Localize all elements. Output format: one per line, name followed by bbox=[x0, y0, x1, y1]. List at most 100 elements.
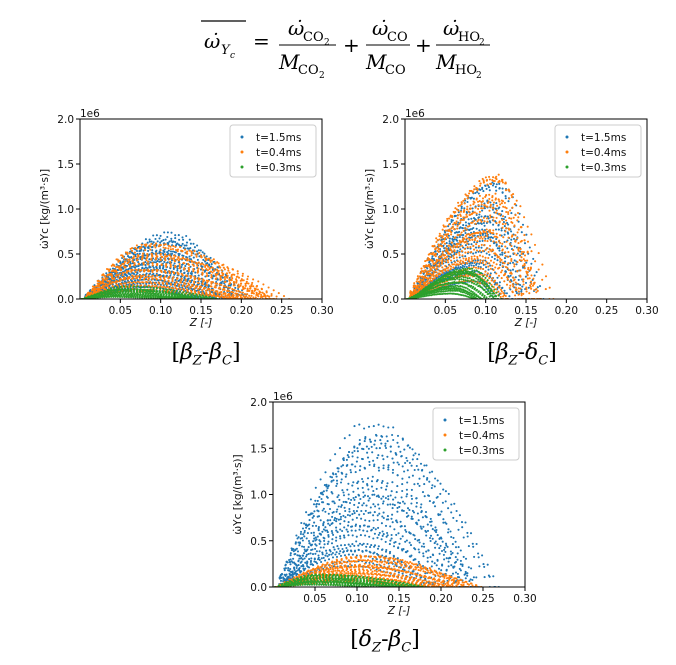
data-point bbox=[114, 288, 117, 291]
data-point bbox=[172, 264, 175, 267]
data-point bbox=[503, 233, 506, 236]
data-point bbox=[477, 207, 480, 210]
data-point bbox=[525, 286, 528, 289]
data-point bbox=[499, 203, 502, 206]
data-point bbox=[471, 262, 474, 265]
data-point bbox=[516, 261, 519, 264]
data-point bbox=[208, 267, 211, 271]
data-point bbox=[251, 290, 254, 293]
data-point bbox=[163, 231, 166, 234]
data-point bbox=[495, 241, 498, 244]
data-point bbox=[146, 291, 149, 294]
data-point bbox=[203, 254, 206, 257]
data-point bbox=[103, 288, 107, 291]
data-point bbox=[166, 231, 169, 234]
data-point bbox=[520, 231, 523, 234]
data-point bbox=[451, 263, 454, 266]
data-point bbox=[457, 266, 460, 269]
data-point bbox=[452, 223, 455, 226]
legend-label: t=1.5ms bbox=[256, 132, 301, 144]
data-point bbox=[440, 238, 443, 241]
data-point bbox=[486, 183, 489, 186]
data-point bbox=[205, 279, 209, 282]
data-point bbox=[450, 286, 453, 290]
data-point bbox=[434, 255, 437, 258]
data-point bbox=[484, 184, 487, 187]
data-point bbox=[426, 256, 430, 260]
data-point bbox=[173, 284, 176, 287]
data-point bbox=[498, 200, 501, 203]
data-point bbox=[485, 252, 488, 255]
data-point bbox=[497, 224, 500, 227]
data-point bbox=[186, 272, 190, 275]
data-point bbox=[110, 282, 113, 285]
data-point bbox=[525, 261, 528, 264]
data-point bbox=[474, 246, 478, 249]
data-point bbox=[464, 244, 467, 247]
data-point bbox=[230, 290, 234, 294]
data-point bbox=[500, 288, 503, 291]
data-point bbox=[96, 287, 100, 290]
data-point bbox=[519, 205, 522, 208]
data-point bbox=[176, 277, 179, 280]
data-point bbox=[136, 272, 139, 275]
data-point bbox=[518, 259, 521, 262]
data-point bbox=[465, 210, 468, 214]
data-point bbox=[123, 262, 126, 265]
data-point bbox=[440, 270, 443, 273]
data-point bbox=[86, 293, 89, 296]
data-point bbox=[201, 278, 204, 281]
data-point bbox=[499, 253, 502, 256]
data-point bbox=[170, 259, 174, 262]
data-point bbox=[133, 258, 136, 261]
data-point bbox=[496, 283, 499, 286]
data-point bbox=[256, 288, 259, 291]
data-point bbox=[150, 282, 153, 285]
data-point bbox=[158, 244, 161, 247]
data-point bbox=[171, 257, 174, 260]
plus-2: + bbox=[415, 33, 432, 57]
data-point bbox=[435, 263, 438, 267]
data-point bbox=[135, 265, 138, 268]
data-point bbox=[214, 274, 217, 277]
data-point bbox=[537, 268, 540, 271]
data-point bbox=[147, 284, 150, 287]
data-point bbox=[469, 228, 472, 231]
data-point bbox=[156, 240, 159, 243]
data-point bbox=[510, 244, 513, 248]
data-point bbox=[471, 260, 474, 263]
data-point bbox=[508, 217, 511, 220]
data-point bbox=[117, 274, 120, 277]
data-point bbox=[491, 179, 494, 182]
data-point bbox=[488, 175, 491, 178]
data-point bbox=[436, 293, 439, 296]
data-point bbox=[180, 265, 183, 269]
data-point bbox=[487, 265, 490, 268]
data-point bbox=[165, 293, 168, 296]
data-point bbox=[498, 266, 501, 269]
data-point bbox=[149, 288, 152, 291]
data-point bbox=[463, 291, 466, 294]
data-point bbox=[509, 280, 512, 284]
data-point bbox=[503, 262, 506, 265]
data-point bbox=[134, 253, 137, 256]
data-point bbox=[513, 224, 516, 228]
data-point bbox=[502, 292, 505, 295]
data-point bbox=[481, 187, 484, 191]
data-point bbox=[517, 220, 520, 223]
data-point bbox=[495, 232, 498, 235]
data-point bbox=[452, 287, 455, 290]
data-point bbox=[179, 281, 182, 284]
data-point bbox=[452, 254, 455, 257]
data-point bbox=[460, 207, 463, 210]
data-point bbox=[456, 260, 459, 263]
data-point bbox=[187, 268, 191, 271]
data-point bbox=[479, 230, 482, 234]
data-point bbox=[155, 278, 158, 281]
data-point bbox=[477, 235, 480, 238]
data-point bbox=[456, 234, 459, 237]
data-point bbox=[257, 295, 260, 298]
data-point bbox=[424, 278, 427, 281]
data-point bbox=[432, 277, 435, 281]
data-point bbox=[438, 255, 441, 258]
